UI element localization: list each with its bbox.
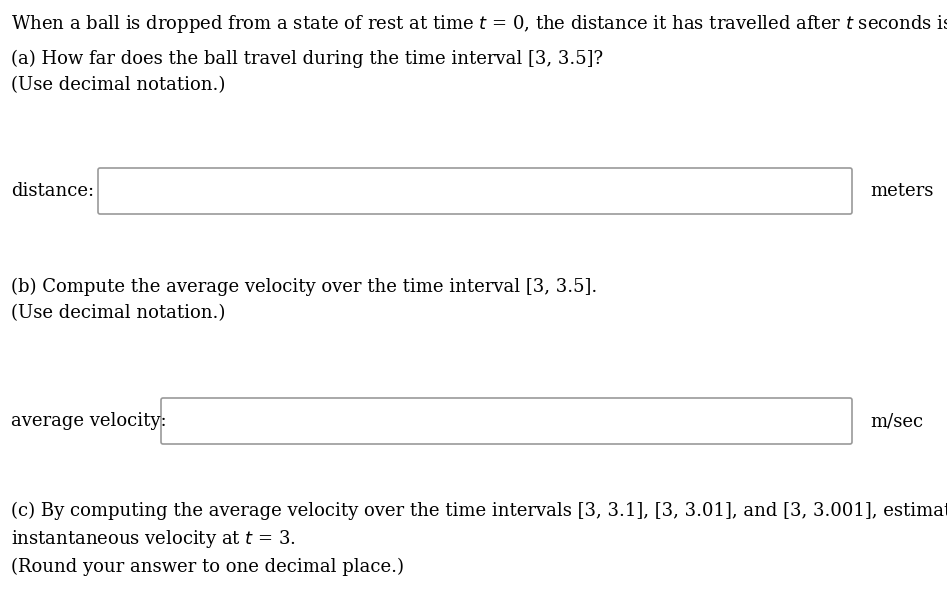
Text: (Use decimal notation.): (Use decimal notation.) [11,304,225,322]
FancyBboxPatch shape [161,398,852,444]
Text: (a) How far does the ball travel during the time interval [3, 3.5]?: (a) How far does the ball travel during … [11,50,603,69]
FancyBboxPatch shape [98,168,852,214]
Text: When a ball is dropped from a state of rest at time $t$ = 0, the distance it has: When a ball is dropped from a state of r… [11,12,947,36]
Text: distance:: distance: [11,182,94,200]
Text: (b) Compute the average velocity over the time interval [3, 3.5].: (b) Compute the average velocity over th… [11,278,598,296]
Text: average velocity:: average velocity: [11,412,167,430]
Text: m/sec: m/sec [870,412,923,430]
Text: instantaneous velocity at $t$ = 3.: instantaneous velocity at $t$ = 3. [11,528,296,550]
Text: (Round your answer to one decimal place.): (Round your answer to one decimal place.… [11,558,404,577]
Text: (c) By computing the average velocity over the time intervals [3, 3.1], [3, 3.01: (c) By computing the average velocity ov… [11,502,947,520]
Text: meters: meters [870,182,934,200]
Text: (Use decimal notation.): (Use decimal notation.) [11,76,225,94]
